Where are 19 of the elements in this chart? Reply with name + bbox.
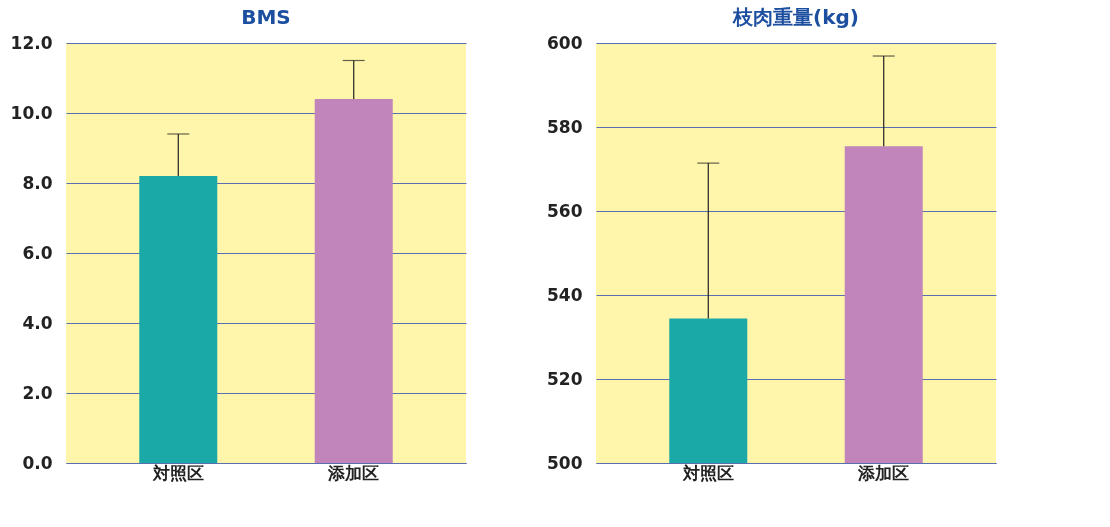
y-tick-label: 2.0 bbox=[22, 382, 53, 403]
y-tick-label: 8.0 bbox=[22, 172, 53, 193]
x-tick-label: 対照区 bbox=[151, 462, 204, 483]
y-tick-label: 600 bbox=[547, 32, 583, 53]
x-tick-label: 添加区 bbox=[327, 462, 380, 483]
y-tick-label: 6.0 bbox=[22, 242, 53, 263]
y-tick-label: 500 bbox=[547, 452, 583, 473]
y-tick-label: 560 bbox=[547, 200, 583, 221]
x-tick-label: 添加区 bbox=[857, 462, 910, 483]
y-tick-label: 4.0 bbox=[22, 312, 53, 333]
y-tick-label: 0.0 bbox=[22, 452, 53, 473]
x-tick-label: 対照区 bbox=[681, 462, 734, 483]
chart-title: 枝肉重量(kg) bbox=[732, 5, 859, 29]
y-tick-label: 520 bbox=[547, 368, 583, 389]
y-tick-label: 540 bbox=[547, 284, 583, 305]
y-tick-label: 10.0 bbox=[10, 102, 53, 123]
y-tick-label: 12.0 bbox=[10, 32, 53, 53]
y-tick-label: 580 bbox=[547, 116, 583, 137]
chart-title: BMS bbox=[241, 5, 291, 29]
